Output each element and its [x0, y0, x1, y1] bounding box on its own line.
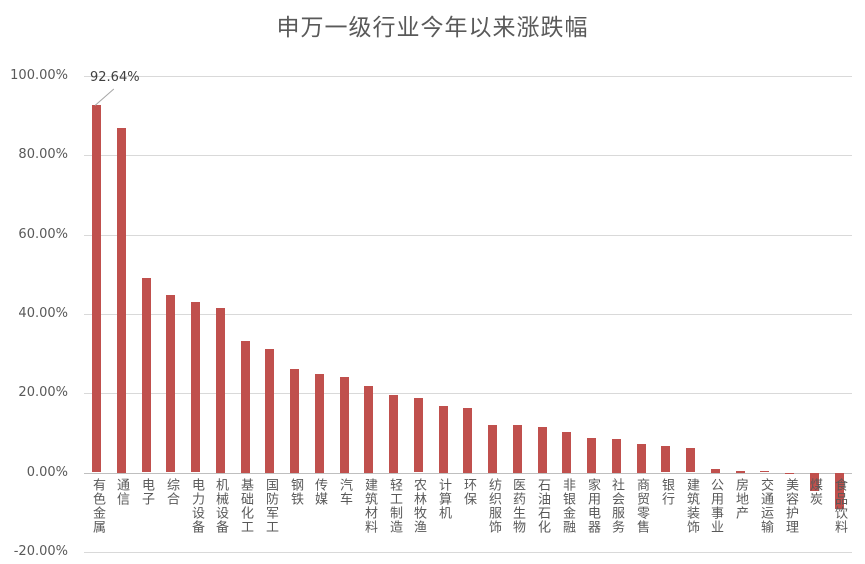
x-tick-label: 环保 — [461, 478, 476, 506]
x-tick-label: 传媒 — [312, 478, 327, 506]
bar — [587, 438, 596, 473]
x-tick-label: 纺织服饰 — [486, 478, 501, 534]
x-tick-label: 机械设备 — [213, 478, 228, 534]
gridline — [84, 314, 852, 315]
gridline — [84, 76, 852, 77]
x-tick-label: 交通运输 — [758, 478, 773, 534]
bar — [637, 444, 646, 473]
x-tick-label: 建筑装饰 — [684, 478, 699, 534]
x-tick-label: 电子 — [139, 478, 154, 506]
bar — [142, 278, 151, 472]
x-tick-label: 通信 — [114, 478, 129, 506]
bar — [513, 425, 522, 473]
x-tick-label: 美容护理 — [783, 478, 798, 534]
x-tick-label: 煤炭 — [807, 478, 822, 506]
x-tick-label: 汽车 — [337, 478, 352, 506]
bar — [835, 473, 844, 509]
x-tick-label: 房地产 — [733, 478, 748, 520]
x-tick-label: 医药生物 — [510, 478, 525, 534]
y-tick-label: -20.00% — [13, 544, 68, 559]
x-tick-label: 银行 — [659, 478, 674, 506]
bar — [389, 395, 398, 473]
bar — [686, 448, 695, 472]
bar — [166, 295, 175, 472]
bar — [265, 349, 274, 473]
bar — [760, 471, 769, 472]
bar — [290, 369, 299, 473]
bar — [340, 377, 349, 473]
x-tick-label: 钢铁 — [288, 478, 303, 506]
gridline — [84, 393, 852, 394]
x-tick-label: 石油石化 — [535, 478, 550, 534]
bar — [785, 473, 794, 474]
bar — [612, 439, 621, 473]
x-tick-label: 有色金属 — [90, 478, 105, 534]
bar — [711, 469, 720, 473]
data-label: 92.64% — [90, 70, 140, 85]
gridline — [84, 155, 852, 156]
x-tick-label: 家用电器 — [585, 478, 600, 534]
chart-title: 申万一级行业今年以来涨跌幅 — [276, 15, 589, 41]
gridline — [84, 473, 852, 474]
x-tick-label: 非银金融 — [560, 478, 575, 534]
x-tick-label: 公用事业 — [708, 478, 723, 534]
x-tick-label: 综合 — [164, 478, 179, 506]
x-tick-label: 电力设备 — [189, 478, 204, 534]
y-tick-label: 20.00% — [18, 385, 68, 400]
bar — [562, 432, 571, 473]
x-tick-label: 轻工制造 — [387, 478, 402, 534]
x-tick-label: 计算机 — [436, 478, 451, 520]
gridline — [84, 235, 852, 236]
y-tick-label: 60.00% — [18, 227, 68, 242]
y-tick-label: 0.00% — [26, 465, 68, 480]
bar — [463, 408, 472, 473]
bar — [216, 308, 225, 473]
bar — [364, 386, 373, 473]
bar — [488, 425, 497, 473]
x-tick-label: 基础化工 — [238, 478, 253, 534]
bar — [241, 341, 250, 473]
x-tick-label: 国防军工 — [263, 478, 278, 534]
bar — [191, 302, 200, 472]
x-tick-label: 建筑材料 — [362, 478, 377, 534]
bar — [315, 374, 324, 473]
bar — [736, 471, 745, 473]
x-tick-label: 商贸零售 — [634, 478, 649, 534]
bar — [439, 406, 448, 473]
bar — [92, 105, 101, 472]
bar — [117, 128, 126, 473]
x-tick-label: 食品饮料 — [832, 478, 847, 534]
gridline — [84, 552, 852, 553]
bar — [538, 427, 547, 473]
x-tick-label: 社会服务 — [609, 478, 624, 534]
x-tick-label: 农林牧渔 — [411, 478, 426, 534]
y-tick-label: 100.00% — [10, 68, 68, 83]
bar — [810, 473, 819, 491]
y-tick-label: 40.00% — [18, 306, 68, 321]
leader-line — [94, 89, 114, 107]
bar — [661, 446, 670, 472]
y-tick-label: 80.00% — [18, 147, 68, 162]
bar — [414, 398, 423, 472]
